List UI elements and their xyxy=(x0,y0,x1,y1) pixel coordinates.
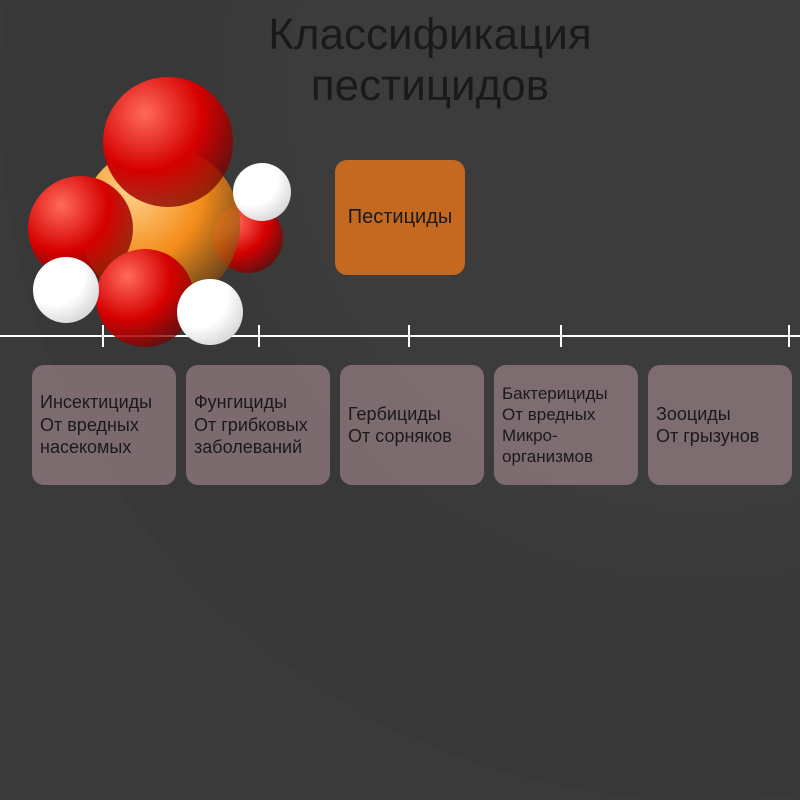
slide-title: Классификация пестицидов xyxy=(180,10,680,111)
axis-tick xyxy=(408,325,410,347)
molecule-sphere xyxy=(80,145,240,305)
category-title: Бактерициды xyxy=(502,383,630,404)
molecule-sphere xyxy=(33,257,99,323)
category-box: БактерицидыОт вредных Микро-организмов xyxy=(494,365,638,485)
category-desc: От грибковых заболеваний xyxy=(194,414,322,459)
axis-tick xyxy=(258,325,260,347)
root-node: Пестициды xyxy=(335,160,465,275)
root-label: Пестициды xyxy=(348,206,453,229)
category-title: Зооциды xyxy=(656,403,759,426)
axis-tick xyxy=(560,325,562,347)
category-box: ИнсектицидыОт вредных насекомых xyxy=(32,365,176,485)
molecule-sphere xyxy=(213,203,283,273)
axis-tick xyxy=(788,325,790,347)
category-box: ГербицидыОт сорняков xyxy=(340,365,484,485)
molecule-sphere xyxy=(233,163,291,221)
title-line2: пестицидов xyxy=(311,61,549,110)
category-box: ФунгицидыОт грибковых заболеваний xyxy=(186,365,330,485)
molecule-sphere xyxy=(96,249,194,347)
axis-line xyxy=(0,335,800,337)
category-desc: От грызунов xyxy=(656,425,759,448)
category-title: Инсектициды xyxy=(40,391,168,414)
title-line1: Классификация xyxy=(268,10,591,59)
molecule-sphere xyxy=(28,176,133,281)
category-box: ЗооцидыОт грызунов xyxy=(648,365,792,485)
molecule-graphic xyxy=(30,80,290,340)
category-row: ИнсектицидыОт вредных насекомыхФунгициды… xyxy=(32,365,792,485)
category-desc: От сорняков xyxy=(348,425,452,448)
category-desc: От вредных насекомых xyxy=(40,414,168,459)
axis-tick xyxy=(102,325,104,347)
category-desc: От вредных Микро-организмов xyxy=(502,404,630,468)
category-title: Фунгициды xyxy=(194,391,322,414)
category-title: Гербициды xyxy=(348,403,452,426)
